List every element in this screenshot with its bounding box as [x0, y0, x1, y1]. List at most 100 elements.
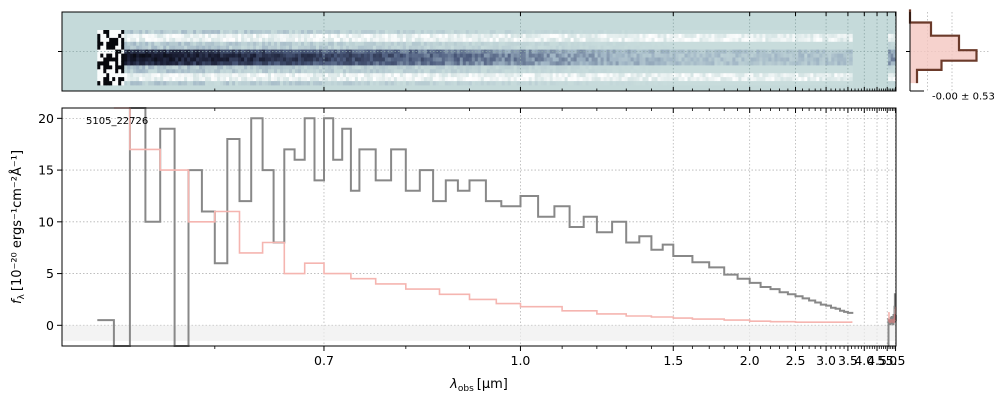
heatmap-cell [825, 49, 829, 54]
heatmap-cell [489, 69, 494, 74]
heatmap-cell [780, 61, 784, 66]
heatmap-cell [792, 37, 796, 43]
heatmap-cell [256, 37, 260, 43]
heatmap-cell [762, 45, 766, 50]
heatmap-cell [372, 57, 377, 62]
heatmap-cell [307, 77, 311, 82]
heatmap-cell [831, 77, 835, 82]
heatmap-cell [531, 57, 536, 62]
heatmap-cell [378, 37, 383, 43]
heatmap-cell [178, 81, 182, 86]
heatmap-cell [489, 45, 494, 50]
heatmap-cell [492, 77, 497, 82]
heatmap-cell [714, 77, 718, 82]
heatmap-cell [354, 73, 359, 78]
heatmap-cell [160, 53, 164, 58]
heatmap-cell [540, 69, 545, 74]
heatmap-cell [435, 33, 440, 39]
heatmap-cell [576, 69, 580, 74]
heatmap-cell [651, 81, 655, 86]
heatmap-cell [435, 73, 440, 78]
heatmap-cell [441, 57, 446, 62]
heatmap-cell [369, 49, 374, 54]
heatmap-cell [217, 33, 221, 39]
heatmap-cell [627, 57, 631, 62]
heatmap-cell [235, 33, 239, 39]
heatmap-cell [642, 37, 646, 43]
heatmap-cell [801, 49, 805, 54]
heatmap-cell [630, 77, 634, 82]
heatmap-cell [241, 49, 245, 54]
heatmap-cell [531, 69, 536, 74]
heatmap-cell [612, 73, 616, 78]
heatmap-cell [819, 61, 823, 66]
heatmap-cell [705, 69, 709, 74]
heatmap-cell [624, 65, 628, 70]
heatmap-cell [280, 61, 284, 66]
heatmap-cell [618, 61, 622, 66]
heatmap-cell [474, 53, 479, 58]
heatmap-cell [396, 61, 401, 66]
heatmap-cell [325, 69, 329, 74]
heatmap-cell [280, 65, 284, 70]
heatmap-cell [561, 61, 565, 66]
y-tick-label: 20 [38, 111, 54, 126]
heatmap-cell [615, 30, 619, 35]
heatmap-cell [792, 33, 796, 39]
heatmap-cell [714, 37, 718, 43]
heatmap-cell [501, 81, 506, 86]
heatmap-cell [405, 69, 410, 74]
heatmap-cell [202, 61, 206, 66]
heatmap-cell [711, 61, 715, 66]
heatmap-cell [381, 81, 386, 86]
heatmap-cell [208, 65, 212, 70]
heatmap-cell [600, 37, 604, 43]
heatmap-cell [495, 81, 500, 86]
heatmap-cell [657, 65, 661, 70]
heatmap-cell [642, 45, 646, 50]
heatmap-cell [133, 81, 137, 86]
heatmap-cell [100, 33, 104, 39]
heatmap-cell [768, 81, 772, 86]
heatmap-cell [528, 30, 533, 35]
heatmap-cell [636, 33, 640, 39]
heatmap-cell [522, 53, 527, 58]
heatmap-cell [333, 30, 338, 35]
heatmap-cell [666, 73, 670, 78]
heatmap-cell [627, 41, 631, 47]
heatmap-cell [283, 30, 287, 35]
heatmap-cell [483, 45, 488, 50]
heatmap-cell [187, 77, 191, 82]
heatmap-cell [765, 45, 769, 50]
heatmap-cell [702, 53, 706, 58]
heatmap-cell [753, 37, 757, 43]
heatmap-cell [543, 77, 548, 82]
heatmap-cell [807, 57, 811, 62]
heatmap-cell [786, 37, 790, 43]
heatmap-cell [890, 65, 894, 70]
heatmap-cell [253, 45, 257, 50]
heatmap-cell [232, 61, 236, 66]
heatmap-cell [732, 69, 736, 74]
heatmap-cell [579, 45, 583, 50]
heatmap-cell [268, 77, 272, 82]
heatmap-cell [235, 57, 239, 62]
heatmap-cell [411, 77, 416, 82]
heatmap-cell [447, 45, 452, 50]
heatmap-cell [783, 73, 787, 78]
heatmap-cell [789, 33, 793, 39]
heatmap-cell [151, 57, 155, 62]
heatmap-cell [328, 81, 332, 86]
heatmap-cell [211, 65, 215, 70]
heatmap-cell [609, 57, 613, 62]
heatmap-cell [348, 73, 353, 78]
heatmap-cell [750, 57, 754, 62]
profile-annotation: -0.00 ± 0.53 [932, 91, 995, 102]
heatmap-cell [816, 37, 820, 43]
heatmap-cell [651, 33, 655, 39]
heatmap-cell [223, 73, 227, 78]
heatmap-cell [103, 53, 107, 58]
heatmap-cell [516, 73, 521, 78]
heatmap-cell [151, 49, 155, 54]
heatmap-cell [103, 65, 107, 70]
